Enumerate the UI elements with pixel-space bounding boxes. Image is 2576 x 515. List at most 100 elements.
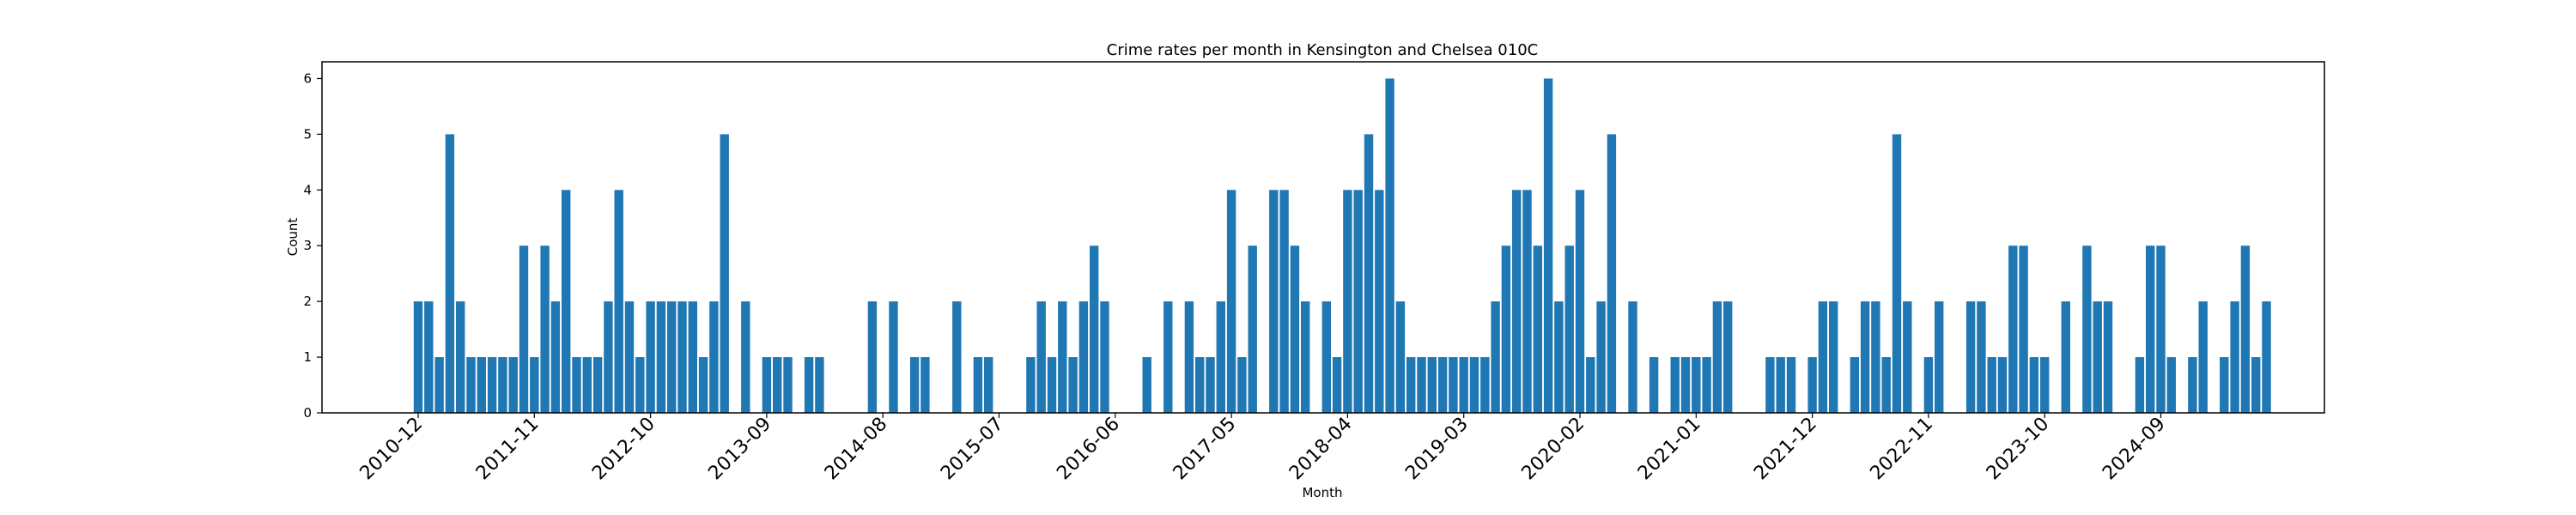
bar-2016-01 <box>1058 301 1067 413</box>
bar-2017-12 <box>1301 301 1310 413</box>
bar-2018-05 <box>1353 190 1363 413</box>
x-axis-title: Month <box>1302 485 1342 500</box>
bar-2011-12 <box>540 245 550 413</box>
bar-2024-08 <box>2146 245 2155 413</box>
bar-2010-12 <box>413 301 423 413</box>
bar-2019-09 <box>1522 190 1532 413</box>
bar-2015-03 <box>952 301 962 413</box>
x-tick-label: 2021-01 <box>1634 414 1705 485</box>
bar-2017-10 <box>1279 190 1289 413</box>
bar-2022-12 <box>1935 301 1944 413</box>
y-tick-label: 2 <box>303 294 312 309</box>
bar-2013-10 <box>773 357 782 413</box>
bar-2020-12 <box>1680 357 1691 413</box>
bar-2012-09 <box>635 357 645 413</box>
bar-2019-08 <box>1512 190 1522 413</box>
bar-2021-08 <box>1765 357 1775 413</box>
bar-2023-10 <box>2040 357 2050 413</box>
bar-2024-12 <box>2188 357 2197 413</box>
bar-2025-05 <box>2240 245 2251 413</box>
bar-2013-02 <box>688 301 697 413</box>
bar-2011-09 <box>508 357 518 413</box>
bar-2020-04 <box>1596 301 1606 413</box>
bar-2024-03 <box>2093 301 2102 413</box>
bar-2020-01 <box>1564 245 1574 413</box>
bar-2013-03 <box>698 357 708 413</box>
x-tick-label: 2015-07 <box>937 414 1008 485</box>
bar-2021-10 <box>1786 357 1796 413</box>
bar-2014-01 <box>804 357 814 413</box>
bar-2017-05 <box>1226 190 1236 413</box>
bar-2014-09 <box>889 301 898 413</box>
bar-2019-06 <box>1491 301 1500 413</box>
bar-2018-08 <box>1385 78 1394 413</box>
bar-2013-11 <box>783 357 793 413</box>
bar-2011-11 <box>530 357 539 413</box>
bar-2023-12 <box>2061 301 2070 413</box>
x-tick-label: 2014-08 <box>821 414 892 485</box>
bar-2022-01 <box>1818 301 1828 413</box>
bar-2012-07 <box>614 190 623 413</box>
bar-2024-09 <box>2156 245 2166 413</box>
bars <box>413 78 2271 413</box>
y-tick-label: 6 <box>303 70 312 86</box>
x-tick-label: 2018-04 <box>1285 414 1357 485</box>
bar-2021-12 <box>1807 357 1817 413</box>
bar-2023-07 <box>2008 245 2018 413</box>
bar-2020-02 <box>1575 190 1585 413</box>
bar-2011-03 <box>445 134 455 413</box>
bar-2022-08 <box>1892 134 1902 413</box>
bar-2022-04 <box>1850 357 1859 413</box>
bar-2016-04 <box>1090 245 1099 413</box>
bar-2012-10 <box>646 301 655 413</box>
bar-2021-02 <box>1702 357 1711 413</box>
bar-2017-03 <box>1206 357 1215 413</box>
bar-2016-09 <box>1142 357 1151 413</box>
bar-2022-05 <box>1860 301 1870 413</box>
bar-2012-08 <box>624 301 635 413</box>
bar-2015-11 <box>1036 301 1046 413</box>
bar-2011-06 <box>477 357 486 413</box>
y-tick-label: 1 <box>303 349 312 365</box>
y-tick-label: 4 <box>303 182 312 197</box>
bar-2011-07 <box>487 357 497 413</box>
bar-2015-06 <box>984 357 993 413</box>
bar-2018-09 <box>1395 301 1406 413</box>
bar-2011-04 <box>456 301 465 413</box>
bar-2019-07 <box>1501 245 1511 413</box>
bar-2024-04 <box>2103 301 2113 413</box>
bar-2024-02 <box>2082 245 2092 413</box>
bar-2012-04 <box>582 357 592 413</box>
bar-2023-05 <box>1987 357 1996 413</box>
bar-2016-05 <box>1100 301 1109 413</box>
x-tick-label: 2010-12 <box>356 414 428 485</box>
bar-2013-05 <box>720 134 729 413</box>
bar-2011-05 <box>466 357 476 413</box>
bar-2019-03 <box>1459 357 1468 413</box>
x-tick-label: 2016-06 <box>1053 414 1124 485</box>
bar-2022-11 <box>1923 357 1934 413</box>
bar-2018-11 <box>1417 357 1426 413</box>
bar-2023-04 <box>1977 301 1986 413</box>
bar-2020-03 <box>1586 357 1595 413</box>
bar-2014-07 <box>867 301 878 413</box>
bar-2020-05 <box>1607 134 1617 413</box>
bar-2025-06 <box>2251 357 2261 413</box>
bar-2020-07 <box>1628 301 1637 413</box>
x-tick-label: 2011-11 <box>472 414 544 485</box>
bar-2023-09 <box>2029 357 2039 413</box>
bar-2018-02 <box>1321 301 1331 413</box>
bar-2023-06 <box>1997 357 2008 413</box>
bar-2022-06 <box>1871 301 1880 413</box>
bar-2021-01 <box>1692 357 1701 413</box>
bar-2016-11 <box>1163 301 1173 413</box>
bar-2022-09 <box>1903 301 1912 413</box>
bar-2014-12 <box>920 357 930 413</box>
y-axis: 0 1 2 3 4 5 6 <box>303 70 322 421</box>
bar-2017-11 <box>1290 245 1300 413</box>
bar-2017-01 <box>1184 301 1194 413</box>
y-tick-label: 3 <box>303 238 312 253</box>
bar-2017-09 <box>1269 190 1279 413</box>
bar-2024-07 <box>2135 357 2145 413</box>
bar-2013-07 <box>741 301 750 413</box>
